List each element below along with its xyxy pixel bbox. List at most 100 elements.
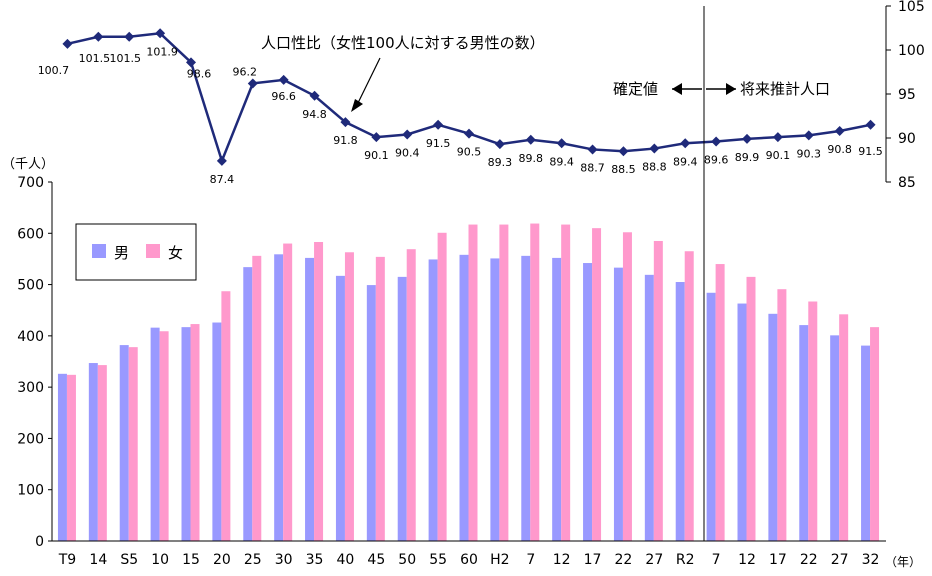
legend-male-label: 男 [114,244,129,262]
x-tick-label: 60 [460,552,478,568]
sex-ratio-value-label: 90.5 [457,146,482,159]
sex-ratio-value-label: 88.7 [580,161,605,174]
x-tick-label: 17 [584,552,602,568]
bar-male-26 [861,345,871,541]
sex-ratio-point-5 [216,155,227,166]
bar-female-3 [159,331,169,541]
sex-ratio-point-6 [247,78,258,89]
sex-ratio-point-26 [865,119,876,130]
bar-male-4 [181,327,191,541]
bar-female-24 [808,301,818,541]
bar-female-19 [653,240,663,541]
bar-female-4 [190,324,200,541]
sex-ratio-point-22 [742,133,752,144]
sex-ratio-value-label: 89.6 [704,154,729,167]
x-tick-label: 14 [89,552,107,568]
right-y-tick-label: 95 [898,87,916,103]
right-y-tick-label: 90 [898,131,916,147]
sex-ratio-point-9 [340,117,351,128]
bar-female-12 [437,232,447,541]
x-tick-label: 15 [182,552,200,568]
bar-male-21 [706,292,716,541]
sex-ratio-point-7 [278,74,289,85]
bar-male-22 [737,303,747,541]
sex-ratio-title: 人口性比（女性100人に対する男性の数） [261,34,545,52]
confirmed-arrowhead [672,83,682,95]
sex-ratio-point-21 [711,136,722,147]
x-tick-label: 20 [213,552,231,568]
sex-ratio-value-label: 101.9 [146,45,178,58]
y-unit-label: （千人） [2,157,54,172]
bar-female-17 [592,228,602,541]
bar-female-0 [66,374,76,541]
sex-ratio-point-11 [402,129,413,140]
bar-male-6 [243,267,253,541]
bar-male-20 [675,282,685,541]
bar-female-22 [746,276,756,541]
x-tick-label: 12 [553,552,571,568]
sex-ratio-value-label: 94.8 [302,108,327,121]
x-tick-label: 40 [337,552,355,568]
bar-male-23 [768,313,778,541]
x-tick-label: 22 [615,552,633,568]
sex-ratio-point-15 [525,134,536,145]
projection-label: 将来推計人口 [740,80,830,98]
x-tick-label: 22 [800,552,818,568]
sex-ratio-point-25 [834,125,845,136]
bar-male-19 [644,274,654,541]
y-tick-label: 500 [17,278,44,294]
bar-male-2 [119,345,129,541]
bar-female-25 [839,314,849,541]
x-tick-label: 30 [275,552,293,568]
bar-male-16 [552,257,562,541]
sex-ratio-value-label: 87.4 [210,173,235,186]
y-tick-label: 400 [17,329,44,345]
bar-male-15 [521,255,531,541]
x-tick-label: 55 [429,552,447,568]
bar-male-11 [397,276,407,541]
left-y-axis: 0 100 200 300 400 500 600 700 （千人） [2,157,54,550]
bar-male-14 [490,258,500,541]
sex-ratio-point-3 [155,28,166,39]
legend-female-label: 女 [168,244,183,262]
x-tick-label: 17 [769,552,787,568]
bar-female-18 [622,232,632,541]
right-y-tick-label: 85 [898,175,916,191]
sex-ratio-value-label: 91.5 [426,137,451,150]
x-tick-label: R2 [676,552,695,568]
title-pointer-line [356,57,381,106]
bar-male-17 [583,263,593,541]
bar-male-0 [57,373,67,541]
x-tick-label: 25 [244,552,262,568]
sex-ratio-point-20 [680,138,691,149]
title-pointer-arrowhead [351,99,363,112]
sex-ratio-value-label: 100.7 [38,64,70,77]
bar-female-11 [406,249,416,542]
bar-female-9 [344,252,354,542]
legend-male-swatch [92,244,106,258]
y-tick-label: 600 [17,226,44,242]
x-tick-label: 27 [645,552,663,568]
right-y-axis: 85 90 95 100 105 [885,0,925,191]
sex-ratio-point-0 [62,38,73,49]
x-tick-label: 45 [367,552,385,568]
bar-female-6 [252,255,262,541]
legend: 男女 [75,223,197,281]
bar-male-5 [212,322,222,541]
sex-ratio-point-24 [803,130,814,141]
sex-ratio-point-12 [433,119,444,130]
y-tick-label: 0 [35,534,44,550]
bar-male-7 [274,254,284,541]
bar-female-15 [530,223,540,541]
sex-ratio-point-8 [309,90,320,101]
bar-female-16 [561,224,571,541]
bar-male-18 [613,267,623,541]
y-tick-label: 200 [17,431,44,447]
sex-ratio-value-label: 90.1 [364,149,389,162]
sex-ratio-value-label: 91.8 [333,134,358,147]
bar-male-10 [366,285,376,541]
bar-female-14 [499,224,509,541]
x-tick-label: 10 [151,552,169,568]
x-tick-label: 35 [306,552,324,568]
